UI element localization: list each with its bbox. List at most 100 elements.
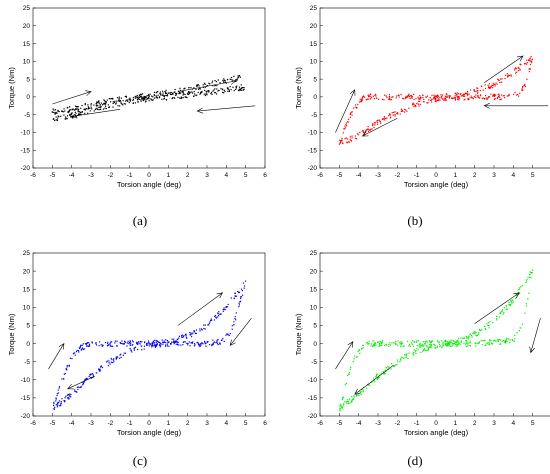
y-tick-label: 25: [23, 250, 31, 257]
data-point: [461, 95, 463, 97]
data-point: [470, 95, 472, 97]
data-point: [444, 95, 447, 97]
data-point: [53, 404, 55, 407]
data-point: [64, 400, 66, 402]
data-point: [243, 287, 245, 289]
data-point: [440, 94, 442, 96]
data-point: [498, 93, 500, 95]
data-point: [402, 345, 404, 348]
data-point: [220, 313, 222, 315]
data-point: [361, 97, 363, 99]
data-point: [434, 95, 437, 97]
data-point: [400, 359, 402, 361]
data-point: [477, 95, 479, 97]
data-point: [153, 344, 156, 346]
data-point: [128, 343, 130, 345]
data-point: [449, 342, 451, 344]
data-point: [431, 98, 433, 101]
data-point: [241, 89, 243, 91]
data-point: [87, 108, 89, 110]
data-point: [379, 342, 381, 344]
data-point: [444, 99, 447, 101]
data-point: [482, 97, 484, 99]
data-point: [223, 81, 225, 83]
data-point: [358, 349, 361, 351]
data-point: [70, 113, 73, 115]
data-point: [469, 97, 471, 99]
data-point: [427, 102, 429, 104]
data-point: [53, 109, 55, 111]
data-point: [494, 85, 496, 87]
data-point: [224, 90, 226, 93]
panel-caption: (a): [133, 213, 147, 228]
data-point: [211, 93, 213, 95]
y-tick-label: 10: [310, 305, 318, 312]
x-tick-label: -1: [414, 420, 420, 427]
data-point: [418, 345, 420, 347]
data-point: [53, 119, 56, 121]
data-point: [418, 103, 420, 105]
data-point: [100, 102, 102, 104]
data-point: [153, 97, 155, 99]
data-point: [351, 399, 353, 401]
data-point: [408, 343, 411, 346]
data-point: [198, 87, 200, 89]
data-point: [508, 338, 510, 340]
data-point: [484, 339, 486, 342]
data-point: [191, 342, 193, 344]
data-point: [228, 89, 231, 91]
data-point: [238, 86, 241, 88]
data-point: [88, 375, 90, 378]
data-point: [342, 397, 344, 399]
data-point: [467, 94, 469, 96]
x-tick-label: 2: [473, 172, 477, 179]
data-point: [504, 341, 507, 344]
data-point: [71, 112, 73, 114]
data-point: [370, 98, 372, 100]
data-point: [406, 95, 409, 97]
data-point: [204, 341, 206, 344]
data-point: [517, 70, 520, 72]
data-point: [434, 97, 436, 99]
data-point: [180, 96, 183, 98]
data-point: [457, 96, 459, 98]
data-point: [174, 94, 177, 96]
x-tick-label: 0: [147, 172, 151, 179]
data-point: [455, 345, 457, 347]
data-point: [65, 395, 67, 397]
data-point: [151, 345, 154, 347]
data-point: [438, 98, 440, 100]
data-point: [397, 361, 399, 363]
data-point: [383, 372, 385, 374]
data-point: [114, 342, 116, 344]
data-point: [498, 95, 500, 97]
data-point: [199, 328, 201, 330]
data-point: [419, 346, 421, 348]
data-point: [76, 349, 78, 352]
data-point: [200, 328, 203, 330]
data-point: [212, 343, 214, 345]
data-point: [148, 96, 150, 98]
data-point: [381, 342, 383, 344]
data-points: [338, 55, 533, 145]
data-point: [84, 379, 86, 382]
data-point: [144, 341, 146, 344]
data-point: [192, 332, 194, 334]
data-point: [176, 92, 178, 95]
x-axis-label: Torsion angle (deg): [117, 180, 182, 189]
data-point: [225, 305, 227, 308]
data-point: [171, 97, 173, 100]
data-point: [345, 124, 347, 126]
data-point: [449, 95, 451, 97]
data-point: [182, 344, 184, 346]
data-point: [186, 92, 189, 94]
data-point: [87, 107, 90, 110]
data-point: [402, 98, 405, 100]
data-point: [492, 87, 494, 89]
data-point: [441, 97, 443, 99]
data-point: [91, 342, 93, 344]
data-point: [128, 98, 130, 100]
data-point: [57, 392, 59, 394]
data-point: [174, 341, 176, 343]
data-point: [175, 340, 177, 342]
